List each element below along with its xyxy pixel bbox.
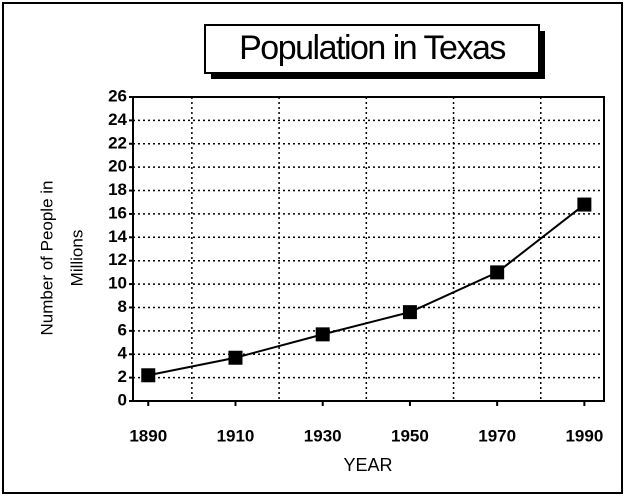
y-tick-label: 2 — [118, 367, 127, 386]
plot-area — [132, 96, 605, 402]
data-point — [490, 265, 505, 280]
x-tick-label: 1950 — [391, 426, 429, 445]
y-tick-label: 26 — [108, 86, 127, 105]
x-tick-label: 1910 — [217, 426, 255, 445]
y-tick-label: 12 — [108, 250, 127, 269]
chart-title: Population in Texas — [239, 29, 505, 67]
y-tick-label: 10 — [108, 274, 127, 293]
x-tick-label: 1970 — [478, 426, 516, 445]
y-tick-label: 14 — [108, 227, 127, 246]
y-tick-label: 4 — [118, 344, 128, 363]
y-axis-label: Millions — [67, 230, 86, 287]
data-point — [402, 305, 417, 320]
x-tick-label: 1990 — [565, 426, 603, 445]
x-tick-label: 1930 — [304, 426, 342, 445]
y-tick-label: 6 — [118, 320, 127, 339]
data-line — [148, 203, 585, 377]
y-tick-label: 22 — [108, 133, 127, 152]
y-tick-label: 20 — [108, 157, 127, 176]
title-box — [204, 24, 540, 74]
x-tick-label: 1890 — [129, 426, 167, 445]
data-point — [577, 197, 592, 212]
y-tick-label: 8 — [118, 297, 127, 316]
y-tick-label: 16 — [108, 203, 127, 222]
data-point — [228, 350, 243, 365]
y-tick-label: 0 — [118, 390, 127, 409]
y-axis-label: Number of People in — [37, 181, 56, 336]
x-axis-label: YEAR — [343, 455, 392, 475]
y-tick-label: 24 — [108, 110, 127, 129]
y-tick-label: 18 — [108, 180, 127, 199]
data-point — [315, 327, 330, 342]
data-point — [141, 368, 156, 383]
